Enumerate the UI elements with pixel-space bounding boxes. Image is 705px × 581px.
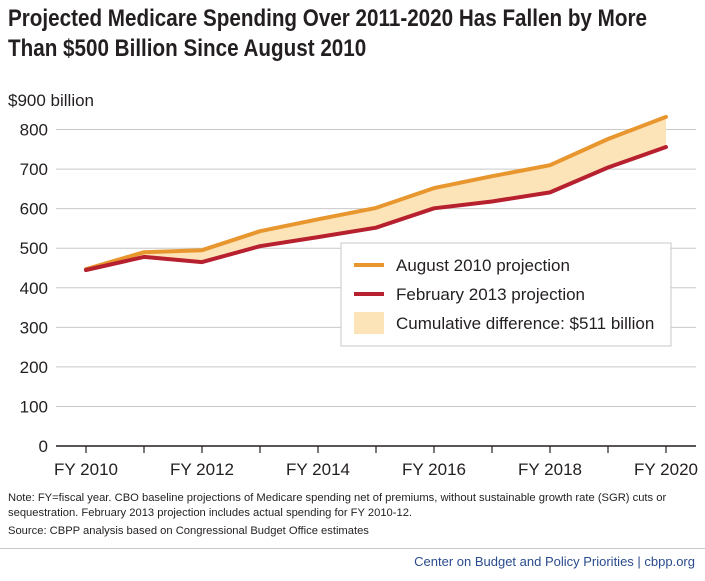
x-axis bbox=[56, 445, 696, 453]
cumulative-difference-area bbox=[86, 116, 666, 271]
x-axis-ticks: FY 2010 FY 2012 FY 2014 FY 2016 FY 2018 FY 20… bbox=[54, 460, 698, 479]
source-text: Source: CBPP analysis based on Congressi… bbox=[8, 525, 369, 537]
x-tick-label-2018: FY 2018 bbox=[518, 460, 582, 479]
y-tick-label-400: 400 bbox=[20, 279, 48, 298]
chart-title: Projected Medicare Spending Over 2011-20… bbox=[8, 4, 647, 64]
legend-label-cumulative-difference: Cumulative difference: $511 billion bbox=[396, 314, 654, 333]
y-tick-label-500: 500 bbox=[20, 239, 48, 258]
chart-title-line-1: Projected Medicare Spending Over 2011-20… bbox=[8, 5, 647, 32]
y-axis-ticks: 0 100 200 300 400 500 600 700 800 $900 billion bbox=[8, 91, 94, 456]
y-tick-label-0: 0 bbox=[39, 437, 48, 456]
credit-line: Center on Budget and Policy Priorities |… bbox=[414, 554, 695, 569]
footnotes: Note: FY=fiscal year. CBO baseline proje… bbox=[8, 491, 703, 539]
x-tick-label-2020: FY 2020 bbox=[634, 460, 698, 479]
legend: August 2010 projection February 2013 pro… bbox=[340, 242, 672, 347]
chart-title-line-2: Than $500 Billion Since August 2010 bbox=[8, 35, 367, 62]
y-tick-label-200: 200 bbox=[20, 358, 48, 377]
line-chart: 0 100 200 300 400 500 600 700 800 $900 billion FY… bbox=[8, 91, 698, 479]
x-tick-label-2010: FY 2010 bbox=[54, 460, 118, 479]
difference-area bbox=[86, 116, 666, 271]
y-tick-label-100: 100 bbox=[20, 397, 48, 416]
y-tick-label-900: $900 billion bbox=[8, 91, 94, 110]
y-tick-label-600: 600 bbox=[20, 200, 48, 219]
legend-box bbox=[340, 242, 672, 347]
x-tick-label-2012: FY 2012 bbox=[170, 460, 234, 479]
legend-swatch-cumulative-difference bbox=[354, 312, 384, 334]
legend-label-february-2013: February 2013 projection bbox=[396, 285, 585, 304]
x-tick-label-2014: FY 2014 bbox=[286, 460, 350, 479]
y-tick-label-300: 300 bbox=[20, 318, 48, 337]
x-tick-label-2016: FY 2016 bbox=[402, 460, 466, 479]
y-tick-label-700: 700 bbox=[20, 160, 48, 179]
series-lines bbox=[84, 114, 668, 272]
legend-label-august-2010: August 2010 projection bbox=[396, 256, 570, 275]
y-tick-label-800: 800 bbox=[20, 121, 48, 140]
note-text: Note: FY=fiscal year. CBO baseline proje… bbox=[8, 492, 667, 519]
footer-divider bbox=[0, 548, 705, 549]
